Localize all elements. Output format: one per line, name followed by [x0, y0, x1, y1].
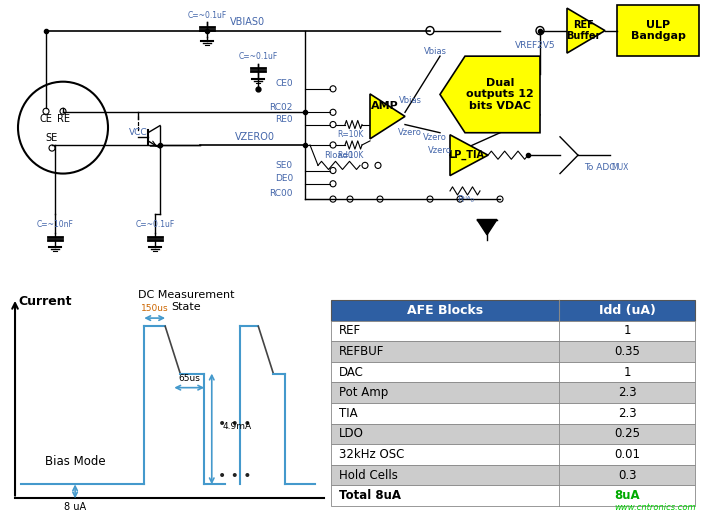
Polygon shape [440, 56, 540, 133]
Text: REF: REF [339, 324, 361, 337]
Text: RC02: RC02 [270, 102, 293, 112]
Text: Idd (uA): Idd (uA) [599, 304, 655, 317]
FancyBboxPatch shape [331, 320, 695, 341]
Text: Pot Amp: Pot Amp [339, 386, 388, 399]
Text: REF
Buffer: REF Buffer [566, 20, 600, 41]
Text: Vbias: Vbias [399, 96, 422, 105]
Text: DAC: DAC [339, 366, 363, 379]
FancyBboxPatch shape [331, 444, 695, 465]
Text: Vzero: Vzero [428, 146, 452, 154]
Text: • • •: • • • [217, 417, 251, 431]
FancyBboxPatch shape [331, 362, 695, 382]
Text: C=~0.1uF: C=~0.1uF [238, 52, 278, 61]
Text: SE0: SE0 [276, 161, 293, 170]
Text: To ADC: To ADC [584, 163, 616, 172]
Text: DC Measurement
State: DC Measurement State [138, 290, 235, 312]
Text: www.cntronics.com: www.cntronics.com [614, 503, 695, 511]
Text: SE: SE [46, 133, 58, 143]
Text: VZERO0: VZERO0 [235, 132, 275, 142]
FancyBboxPatch shape [331, 341, 695, 362]
Text: RE: RE [56, 114, 70, 125]
Text: LDO: LDO [339, 427, 363, 440]
Text: C=~0.1uF: C=~0.1uF [136, 220, 174, 229]
Text: Rload0: Rload0 [325, 151, 354, 160]
Text: 0.35: 0.35 [614, 345, 640, 358]
Text: R=10K: R=10K [337, 151, 363, 160]
Text: C=~10nF: C=~10nF [37, 220, 73, 229]
Text: 0.3: 0.3 [618, 469, 636, 482]
Polygon shape [370, 94, 405, 139]
Polygon shape [477, 219, 497, 235]
Text: 1: 1 [624, 324, 631, 337]
Text: TIA: TIA [339, 407, 357, 420]
Text: LP_TIA: LP_TIA [448, 150, 484, 160]
FancyBboxPatch shape [331, 465, 695, 486]
Text: RC00: RC00 [269, 190, 293, 198]
FancyBboxPatch shape [331, 300, 695, 320]
Text: C=~0.1uF: C=~0.1uF [188, 11, 226, 20]
Text: AFE Blocks: AFE Blocks [407, 304, 483, 317]
Text: Total 8uA: Total 8uA [339, 489, 401, 502]
Text: Dual
outputs 12
bits VDAC: Dual outputs 12 bits VDAC [466, 78, 534, 111]
Text: Rᵗᴵᴬ₀: Rᵗᴵᴬ₀ [458, 195, 475, 203]
Text: 150us: 150us [141, 304, 169, 313]
Text: 2.3: 2.3 [618, 386, 636, 399]
Text: 65us: 65us [179, 373, 200, 383]
FancyBboxPatch shape [331, 486, 695, 506]
Text: VCC: VCC [129, 128, 148, 137]
Text: 0.25: 0.25 [614, 427, 640, 440]
Text: MUX: MUX [612, 163, 628, 172]
Text: R=10K: R=10K [337, 130, 363, 139]
Text: RE0: RE0 [276, 115, 293, 124]
FancyBboxPatch shape [331, 403, 695, 424]
Text: AMP: AMP [371, 101, 399, 111]
Text: Hold Cells: Hold Cells [339, 469, 397, 482]
Text: 8 uA: 8 uA [64, 502, 86, 512]
Text: CE0: CE0 [276, 79, 293, 88]
Text: 1: 1 [624, 366, 631, 379]
Text: REFBUF: REFBUF [339, 345, 384, 358]
Text: Bias Mode: Bias Mode [45, 455, 105, 469]
Text: 32kHz OSC: 32kHz OSC [339, 448, 404, 461]
Text: CE: CE [39, 114, 53, 125]
Text: Vbias: Vbias [423, 46, 446, 56]
Text: 4.9mA: 4.9mA [222, 422, 252, 431]
FancyBboxPatch shape [331, 424, 695, 444]
Text: Vzero: Vzero [398, 128, 422, 137]
Text: VBIAS0: VBIAS0 [230, 18, 265, 27]
FancyBboxPatch shape [617, 5, 699, 56]
Text: Current: Current [18, 295, 72, 308]
Text: 8uA: 8uA [614, 489, 640, 502]
Text: 0.01: 0.01 [614, 448, 640, 461]
Text: Vzero: Vzero [423, 133, 447, 142]
FancyBboxPatch shape [331, 382, 695, 403]
Text: DE0: DE0 [275, 174, 293, 183]
Text: ULP
Bandgap: ULP Bandgap [631, 20, 685, 41]
Text: VREF2V5: VREF2V5 [515, 41, 555, 50]
Text: 2.3: 2.3 [618, 407, 636, 420]
Polygon shape [450, 135, 488, 176]
Text: • • •: • • • [217, 469, 251, 483]
Polygon shape [567, 8, 605, 53]
